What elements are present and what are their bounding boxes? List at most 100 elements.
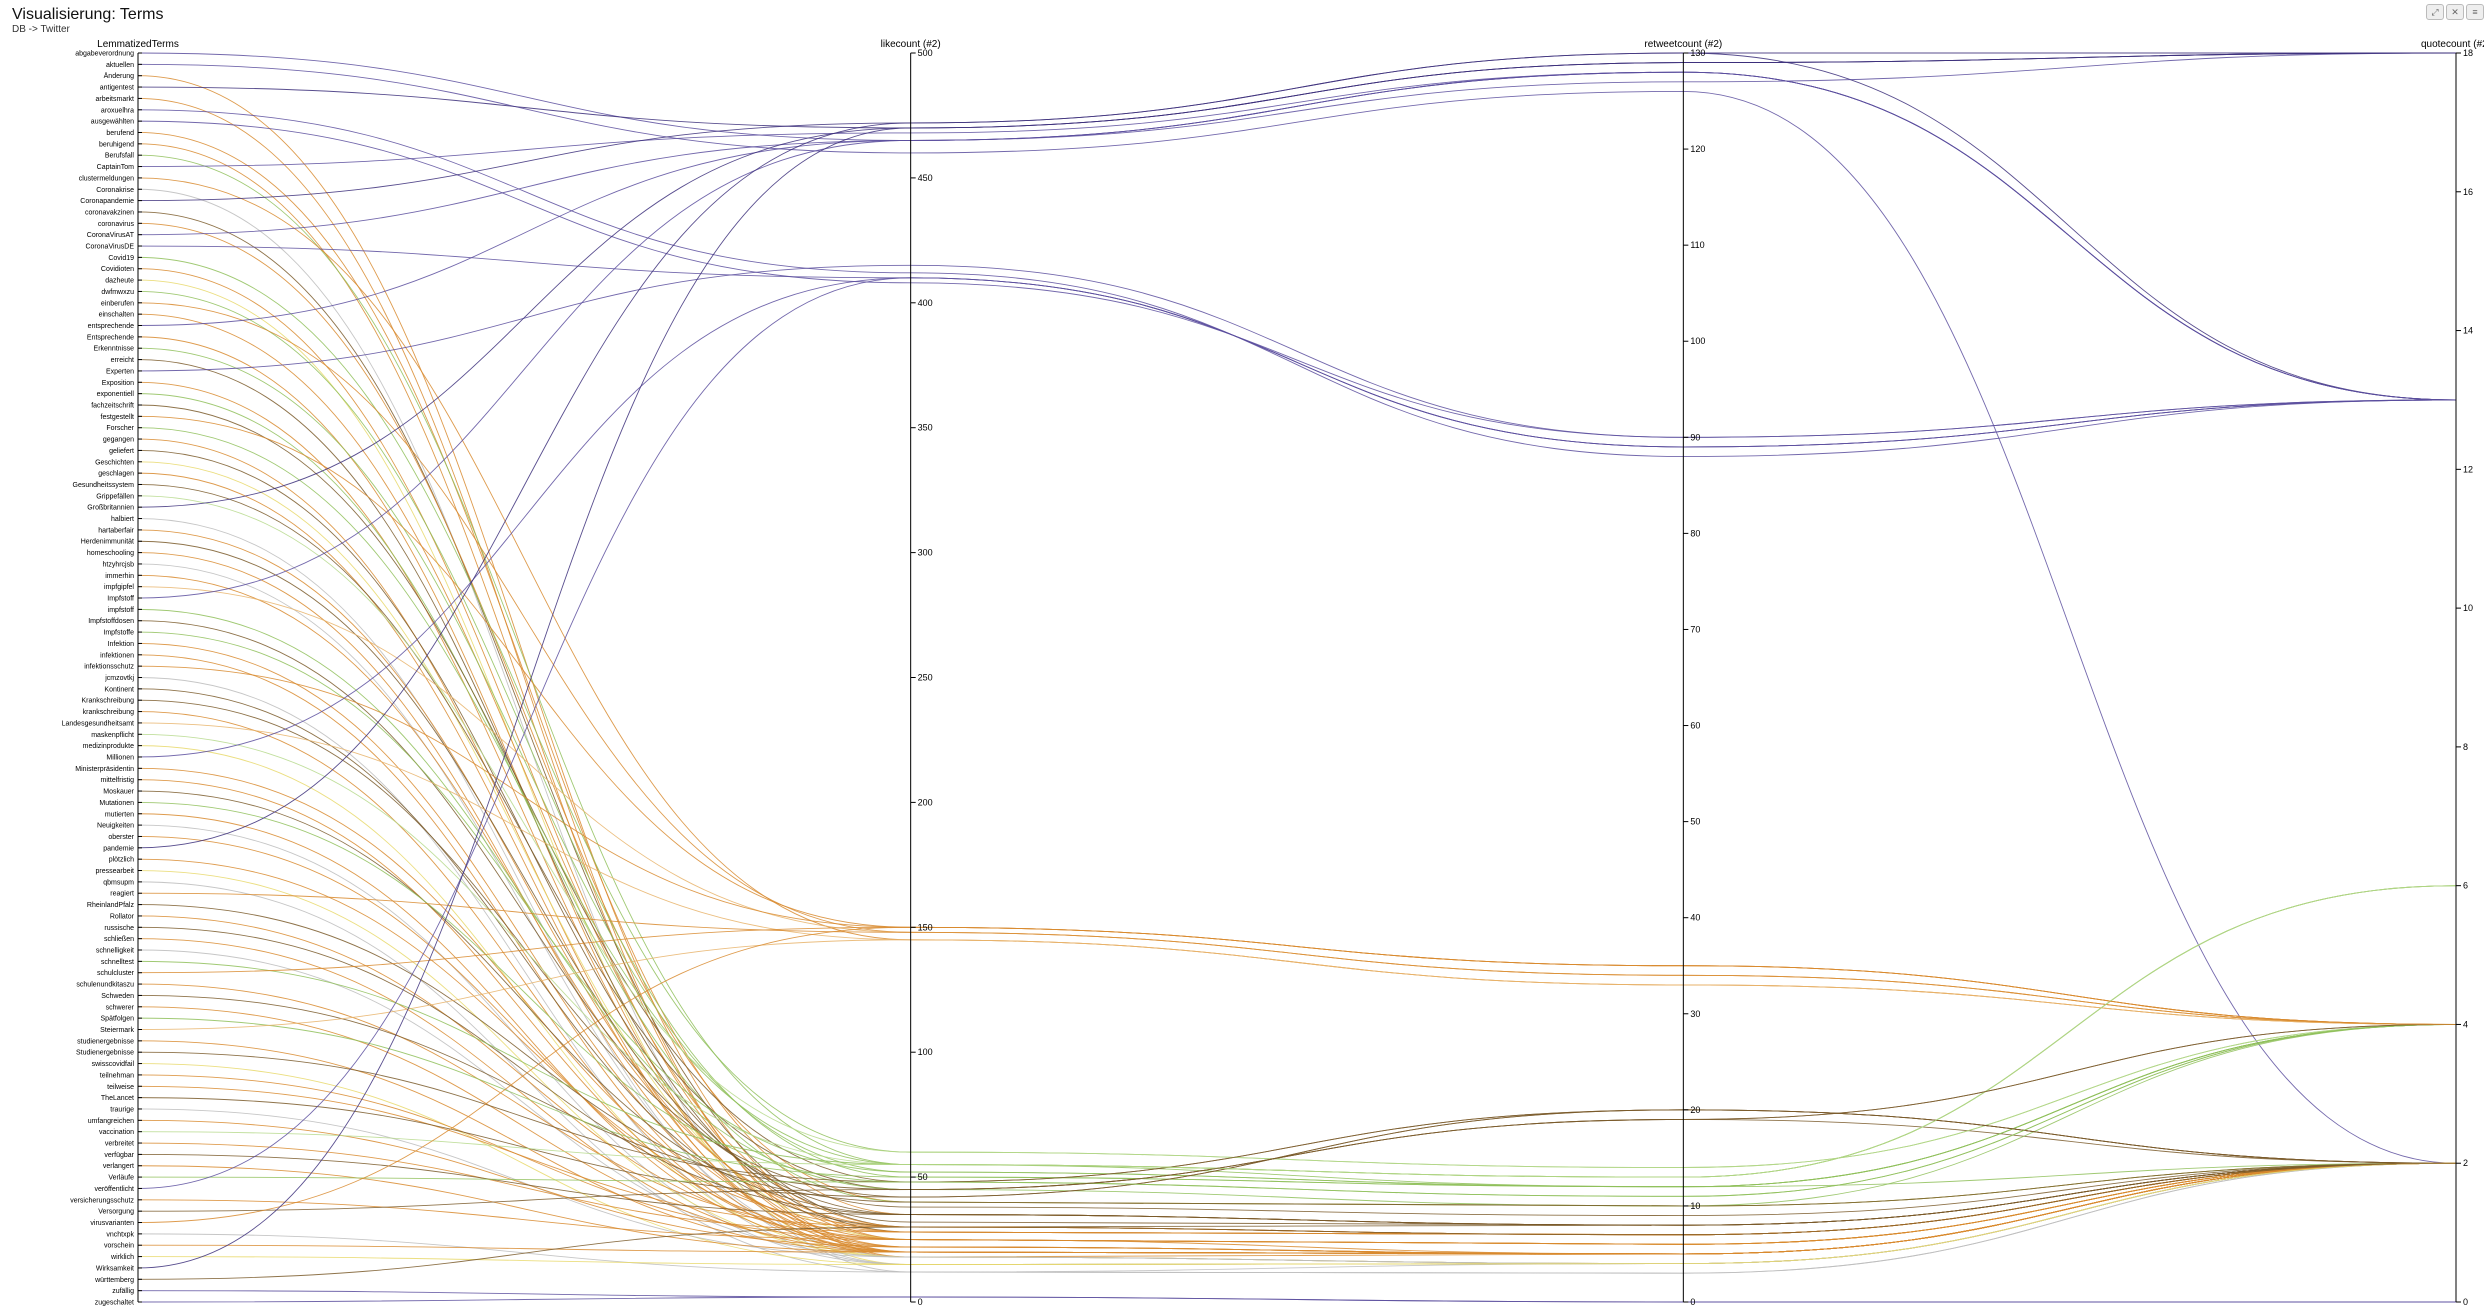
curve <box>138 110 2456 457</box>
curve <box>138 303 2456 1025</box>
window-controls: ⤢ ✕ ≡ <box>2426 4 2484 20</box>
term-label: impfstoff <box>108 607 134 614</box>
curve <box>138 780 2456 1254</box>
curve <box>138 587 2456 1025</box>
term-label: Impfstoff <box>107 596 134 603</box>
curve <box>138 155 2456 1187</box>
tick-label: 70 <box>1690 624 1700 634</box>
term-label: fachzeitschrift <box>91 402 134 409</box>
tick-label: 80 <box>1690 528 1700 538</box>
term-label: geschlagen <box>98 471 134 478</box>
curve <box>138 939 2456 1254</box>
tick-label: 200 <box>918 797 933 807</box>
menu-icon[interactable]: ≡ <box>2466 4 2484 20</box>
term-label: studienergebnisse <box>77 1038 134 1045</box>
curve <box>138 836 2456 1244</box>
curve <box>138 1007 2456 1254</box>
tick-label: 20 <box>1690 1105 1700 1115</box>
term-label: schnelltest <box>101 959 134 966</box>
tick-label: 130 <box>1690 48 1705 58</box>
curve <box>138 53 2456 1268</box>
term-label: beruhigend <box>99 141 134 148</box>
term-label: Verläufe <box>108 1175 134 1182</box>
tick-label: 14 <box>2463 326 2473 336</box>
curve <box>138 53 2456 235</box>
term-label: homeschooling <box>87 550 134 557</box>
term-label: Geschichten <box>95 459 134 466</box>
term-label: CoronaVirusDE <box>85 244 134 251</box>
term-label: immerhin <box>105 573 134 580</box>
term-label: Kontinent <box>104 686 134 693</box>
term-label: impfgipfel <box>104 584 134 591</box>
curve <box>138 871 2456 1264</box>
curve <box>138 72 2456 598</box>
term-label: Entsprechende <box>87 334 134 341</box>
tick-label: 100 <box>918 1047 933 1057</box>
term-label: clustermeldungen <box>79 175 134 182</box>
tick-label: 4 <box>2463 1019 2468 1029</box>
tick-label: 90 <box>1690 432 1700 442</box>
tick-label: 250 <box>918 673 933 683</box>
curve <box>138 337 2456 1254</box>
tick-label: 8 <box>2463 742 2468 752</box>
term-label: verbreitet <box>105 1141 134 1148</box>
term-label: teilnehman <box>100 1072 134 1079</box>
term-label: antigentest <box>100 85 134 92</box>
term-label: swisscovidfail <box>92 1061 135 1068</box>
tick-label: 120 <box>1690 144 1705 154</box>
term-label: hartaberfair <box>98 527 134 534</box>
curve <box>138 416 2456 1024</box>
term-label: erreicht <box>111 357 134 364</box>
term-label: Änderung <box>104 72 134 80</box>
term-label: virusvarianten <box>90 1220 134 1227</box>
curve <box>138 950 2456 1264</box>
term-label: versicherungsschutz <box>70 1197 134 1204</box>
term-label: plötzlich <box>109 857 134 864</box>
term-label: TheLancet <box>101 1095 134 1102</box>
curve <box>138 984 2456 1235</box>
close-icon[interactable]: ✕ <box>2446 4 2464 20</box>
term-label: Millionen <box>106 754 134 761</box>
curve <box>138 1052 2456 1182</box>
term-label: aktuellen <box>106 62 134 69</box>
curve <box>138 473 2456 1254</box>
breadcrumb: DB -> Twitter <box>8 24 2484 35</box>
term-label: Experten <box>106 368 134 375</box>
term-label: schwerer <box>106 1004 135 1011</box>
tick-label: 30 <box>1690 1009 1700 1019</box>
curve <box>138 53 2456 507</box>
term-label: umfangreichen <box>88 1118 134 1125</box>
tick-label: 12 <box>2463 464 2473 474</box>
term-label: vorschein <box>104 1243 134 1250</box>
term-label: vnchtxpk <box>106 1231 134 1238</box>
term-label: Covid19 <box>108 255 134 262</box>
curve <box>138 886 2456 1177</box>
curve <box>138 1109 2456 1264</box>
term-label: berufend <box>106 130 134 137</box>
curve <box>138 886 2456 1177</box>
term-label: geliefert <box>109 448 134 455</box>
term-label: schnelligkeit <box>96 948 134 955</box>
expand-icon[interactable]: ⤢ <box>2426 4 2444 20</box>
curve <box>138 265 2456 437</box>
term-label: Neuigkeiten <box>97 823 134 830</box>
curve <box>138 76 2456 1254</box>
curves-group <box>138 53 2456 1302</box>
tick-label: 500 <box>918 48 933 58</box>
term-label: Steiermark <box>100 1027 134 1034</box>
parallel-coordinates-chart[interactable]: LemmatizedTermsabgabeverordnungaktuellen… <box>8 35 2484 1310</box>
term-label: qbmsupm <box>103 879 134 886</box>
term-label: coronavirus <box>98 221 135 228</box>
term-label: Covidioten <box>101 266 134 273</box>
curve <box>138 882 2456 1273</box>
term-label: Coronakrise <box>96 187 134 194</box>
tick-label: 18 <box>2463 48 2473 58</box>
term-label: Versorgung <box>98 1209 134 1216</box>
curve <box>138 72 2456 400</box>
curve <box>138 734 2456 1177</box>
term-label: oberster <box>108 834 134 841</box>
curve <box>138 280 2456 1264</box>
page-title: Visualisierung: Terms <box>8 4 2484 24</box>
term-label: maskenpflicht <box>91 732 134 739</box>
tick-label: 0 <box>1690 1297 1695 1307</box>
